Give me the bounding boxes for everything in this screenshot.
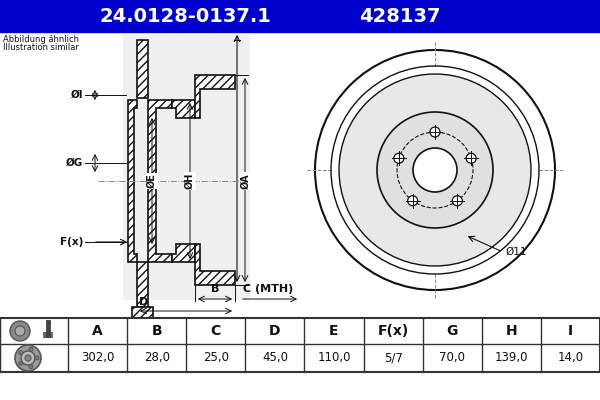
Text: 14,0: 14,0	[557, 352, 584, 364]
Text: F(x): F(x)	[59, 237, 83, 247]
Text: G: G	[446, 324, 458, 338]
Text: Illustration similar: Illustration similar	[3, 43, 79, 52]
Text: 139,0: 139,0	[494, 352, 528, 364]
Circle shape	[25, 355, 31, 361]
Circle shape	[19, 351, 23, 355]
Text: ØG: ØG	[66, 158, 83, 168]
Text: 24.0128-0137.1: 24.0128-0137.1	[99, 6, 271, 26]
Circle shape	[15, 345, 41, 371]
Polygon shape	[137, 40, 148, 98]
Text: D: D	[139, 297, 148, 307]
Circle shape	[339, 74, 531, 266]
Text: A: A	[92, 324, 103, 338]
Circle shape	[35, 356, 39, 360]
Text: I: I	[568, 324, 573, 338]
Text: ØH: ØH	[185, 173, 195, 189]
Polygon shape	[195, 75, 235, 118]
Polygon shape	[148, 100, 172, 262]
Circle shape	[377, 112, 493, 228]
Text: ®: ®	[470, 237, 480, 247]
Text: 5/7: 5/7	[383, 352, 403, 364]
Text: 110,0: 110,0	[317, 352, 351, 364]
Circle shape	[15, 326, 25, 336]
Bar	[0, 32, 600, 320]
Bar	[0, 318, 600, 372]
Circle shape	[452, 196, 463, 206]
Text: 28,0: 28,0	[143, 352, 170, 364]
Polygon shape	[132, 307, 153, 319]
Text: C (MTH): C (MTH)	[243, 284, 293, 294]
Text: 70,0: 70,0	[439, 352, 465, 364]
Circle shape	[413, 148, 457, 192]
Circle shape	[331, 66, 539, 274]
Text: 302,0: 302,0	[81, 352, 114, 364]
Text: F(x): F(x)	[377, 324, 409, 338]
Polygon shape	[172, 100, 195, 118]
Circle shape	[21, 351, 35, 365]
Circle shape	[407, 196, 418, 206]
Polygon shape	[195, 244, 235, 285]
Circle shape	[394, 153, 404, 163]
Circle shape	[29, 348, 33, 352]
Polygon shape	[128, 100, 137, 262]
Text: 428137: 428137	[359, 6, 441, 26]
Bar	[0, 0, 600, 32]
Circle shape	[466, 153, 476, 163]
Circle shape	[315, 50, 555, 290]
Circle shape	[29, 364, 33, 368]
Text: H: H	[506, 324, 517, 338]
Text: Abbildung ähnlich: Abbildung ähnlich	[3, 35, 79, 44]
Polygon shape	[172, 244, 195, 262]
Circle shape	[10, 321, 30, 341]
Circle shape	[19, 361, 23, 365]
Text: ØE: ØE	[147, 174, 157, 188]
Text: B: B	[211, 284, 219, 294]
Text: 25,0: 25,0	[203, 352, 229, 364]
Text: ATE: ATE	[376, 211, 455, 249]
Text: B: B	[151, 324, 162, 338]
Text: ØA: ØA	[241, 173, 251, 189]
Text: C: C	[211, 324, 221, 338]
Text: 45,0: 45,0	[262, 352, 288, 364]
Text: ØI: ØI	[70, 90, 83, 100]
Text: E: E	[329, 324, 339, 338]
Text: Ø11: Ø11	[505, 247, 527, 257]
Circle shape	[430, 127, 440, 137]
Text: D: D	[269, 324, 281, 338]
Bar	[123, 35, 250, 300]
Polygon shape	[137, 262, 148, 307]
